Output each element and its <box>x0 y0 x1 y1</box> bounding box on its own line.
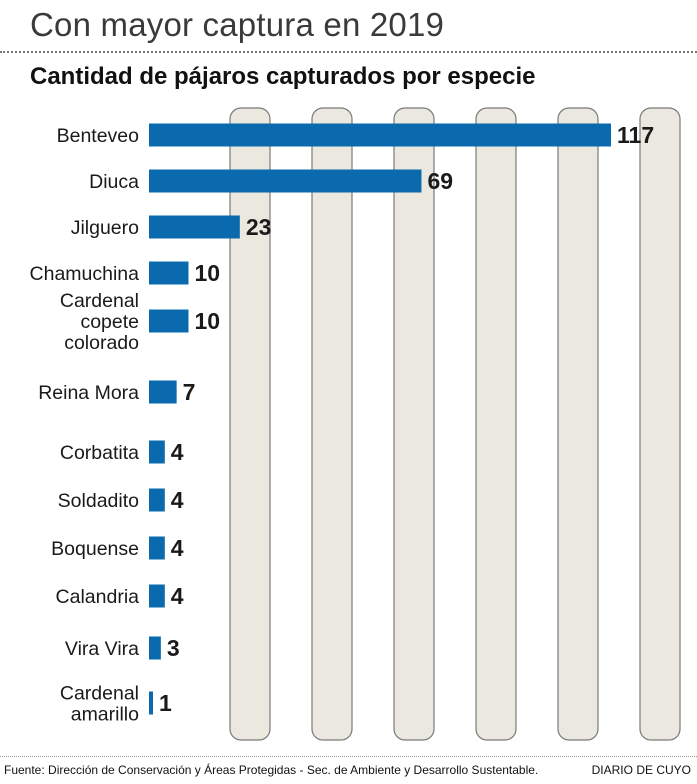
category-label-line: amarillo <box>71 704 139 726</box>
dotted-divider <box>0 51 697 53</box>
bar <box>149 536 165 560</box>
bar <box>149 691 153 715</box>
category-label: Corbatita <box>60 442 139 464</box>
category-label: Jilguero <box>71 217 139 239</box>
category-label-line: Cardenal <box>60 290 139 312</box>
bar <box>149 440 165 464</box>
category-label: Benteveo <box>57 125 140 147</box>
bar <box>149 584 165 608</box>
headline: Con mayor captura en 2019 <box>30 6 445 43</box>
bar <box>149 215 240 239</box>
category-label: Reina Mora <box>38 382 139 404</box>
bar <box>149 380 177 404</box>
category-label: Chamuchina <box>30 263 140 285</box>
category-label-line: Benteveo <box>57 125 140 147</box>
category-label: Diuca <box>89 171 139 193</box>
bar <box>149 123 611 147</box>
data-label: 4 <box>171 535 184 561</box>
bar <box>149 261 189 285</box>
grid-column-5 <box>557 107 599 741</box>
category-label: Soldadito <box>58 490 139 512</box>
grid-column-2 <box>311 107 353 741</box>
data-label: 7 <box>183 379 196 405</box>
category-label-line: Boquense <box>51 538 139 560</box>
bar <box>149 309 189 333</box>
category-label-line: Diuca <box>89 171 139 193</box>
footer-divider <box>0 756 697 757</box>
category-label-line: copete <box>80 311 139 333</box>
data-label: 4 <box>171 487 184 513</box>
bar <box>149 636 161 660</box>
data-label: 1 <box>159 690 172 716</box>
bar <box>149 169 422 193</box>
data-label: 117 <box>617 122 654 148</box>
grid-column-3 <box>393 107 435 741</box>
data-label: 10 <box>194 260 220 286</box>
grid-column-6 <box>639 107 681 741</box>
category-label-line: Chamuchina <box>30 263 140 285</box>
category-label: Cardenal amarillo <box>60 683 139 726</box>
brand-credit: DIARIO DE CUYO <box>591 763 691 777</box>
grid-column-4 <box>475 107 517 741</box>
chart-title: Cantidad de pájaros capturados por espec… <box>30 63 536 90</box>
category-label: Calandria <box>56 586 140 608</box>
data-label: 4 <box>171 583 184 609</box>
category-label-line: Jilguero <box>71 217 139 239</box>
data-label: 3 <box>167 635 180 661</box>
source-note: Fuente: Dirección de Conservación y Área… <box>4 763 539 777</box>
category-label: Boquense <box>51 538 139 560</box>
category-label-line: Reina Mora <box>38 382 139 404</box>
category-label-line: colorado <box>64 332 139 354</box>
category-label-line: Calandria <box>56 586 140 608</box>
data-label: 10 <box>194 308 220 334</box>
grid-column-1 <box>229 107 271 741</box>
category-label-line: Vira Vira <box>65 638 139 660</box>
category-label: Cardenal copete colorado <box>60 290 139 354</box>
category-label-line: Cardenal <box>60 683 139 705</box>
category-label-line: Corbatita <box>60 442 139 464</box>
bar <box>149 488 165 512</box>
category-label: Vira Vira <box>65 638 139 660</box>
category-label-line: Soldadito <box>58 490 139 512</box>
data-label: 4 <box>171 439 184 465</box>
data-label: 23 <box>246 214 272 240</box>
data-label: 69 <box>427 168 453 194</box>
